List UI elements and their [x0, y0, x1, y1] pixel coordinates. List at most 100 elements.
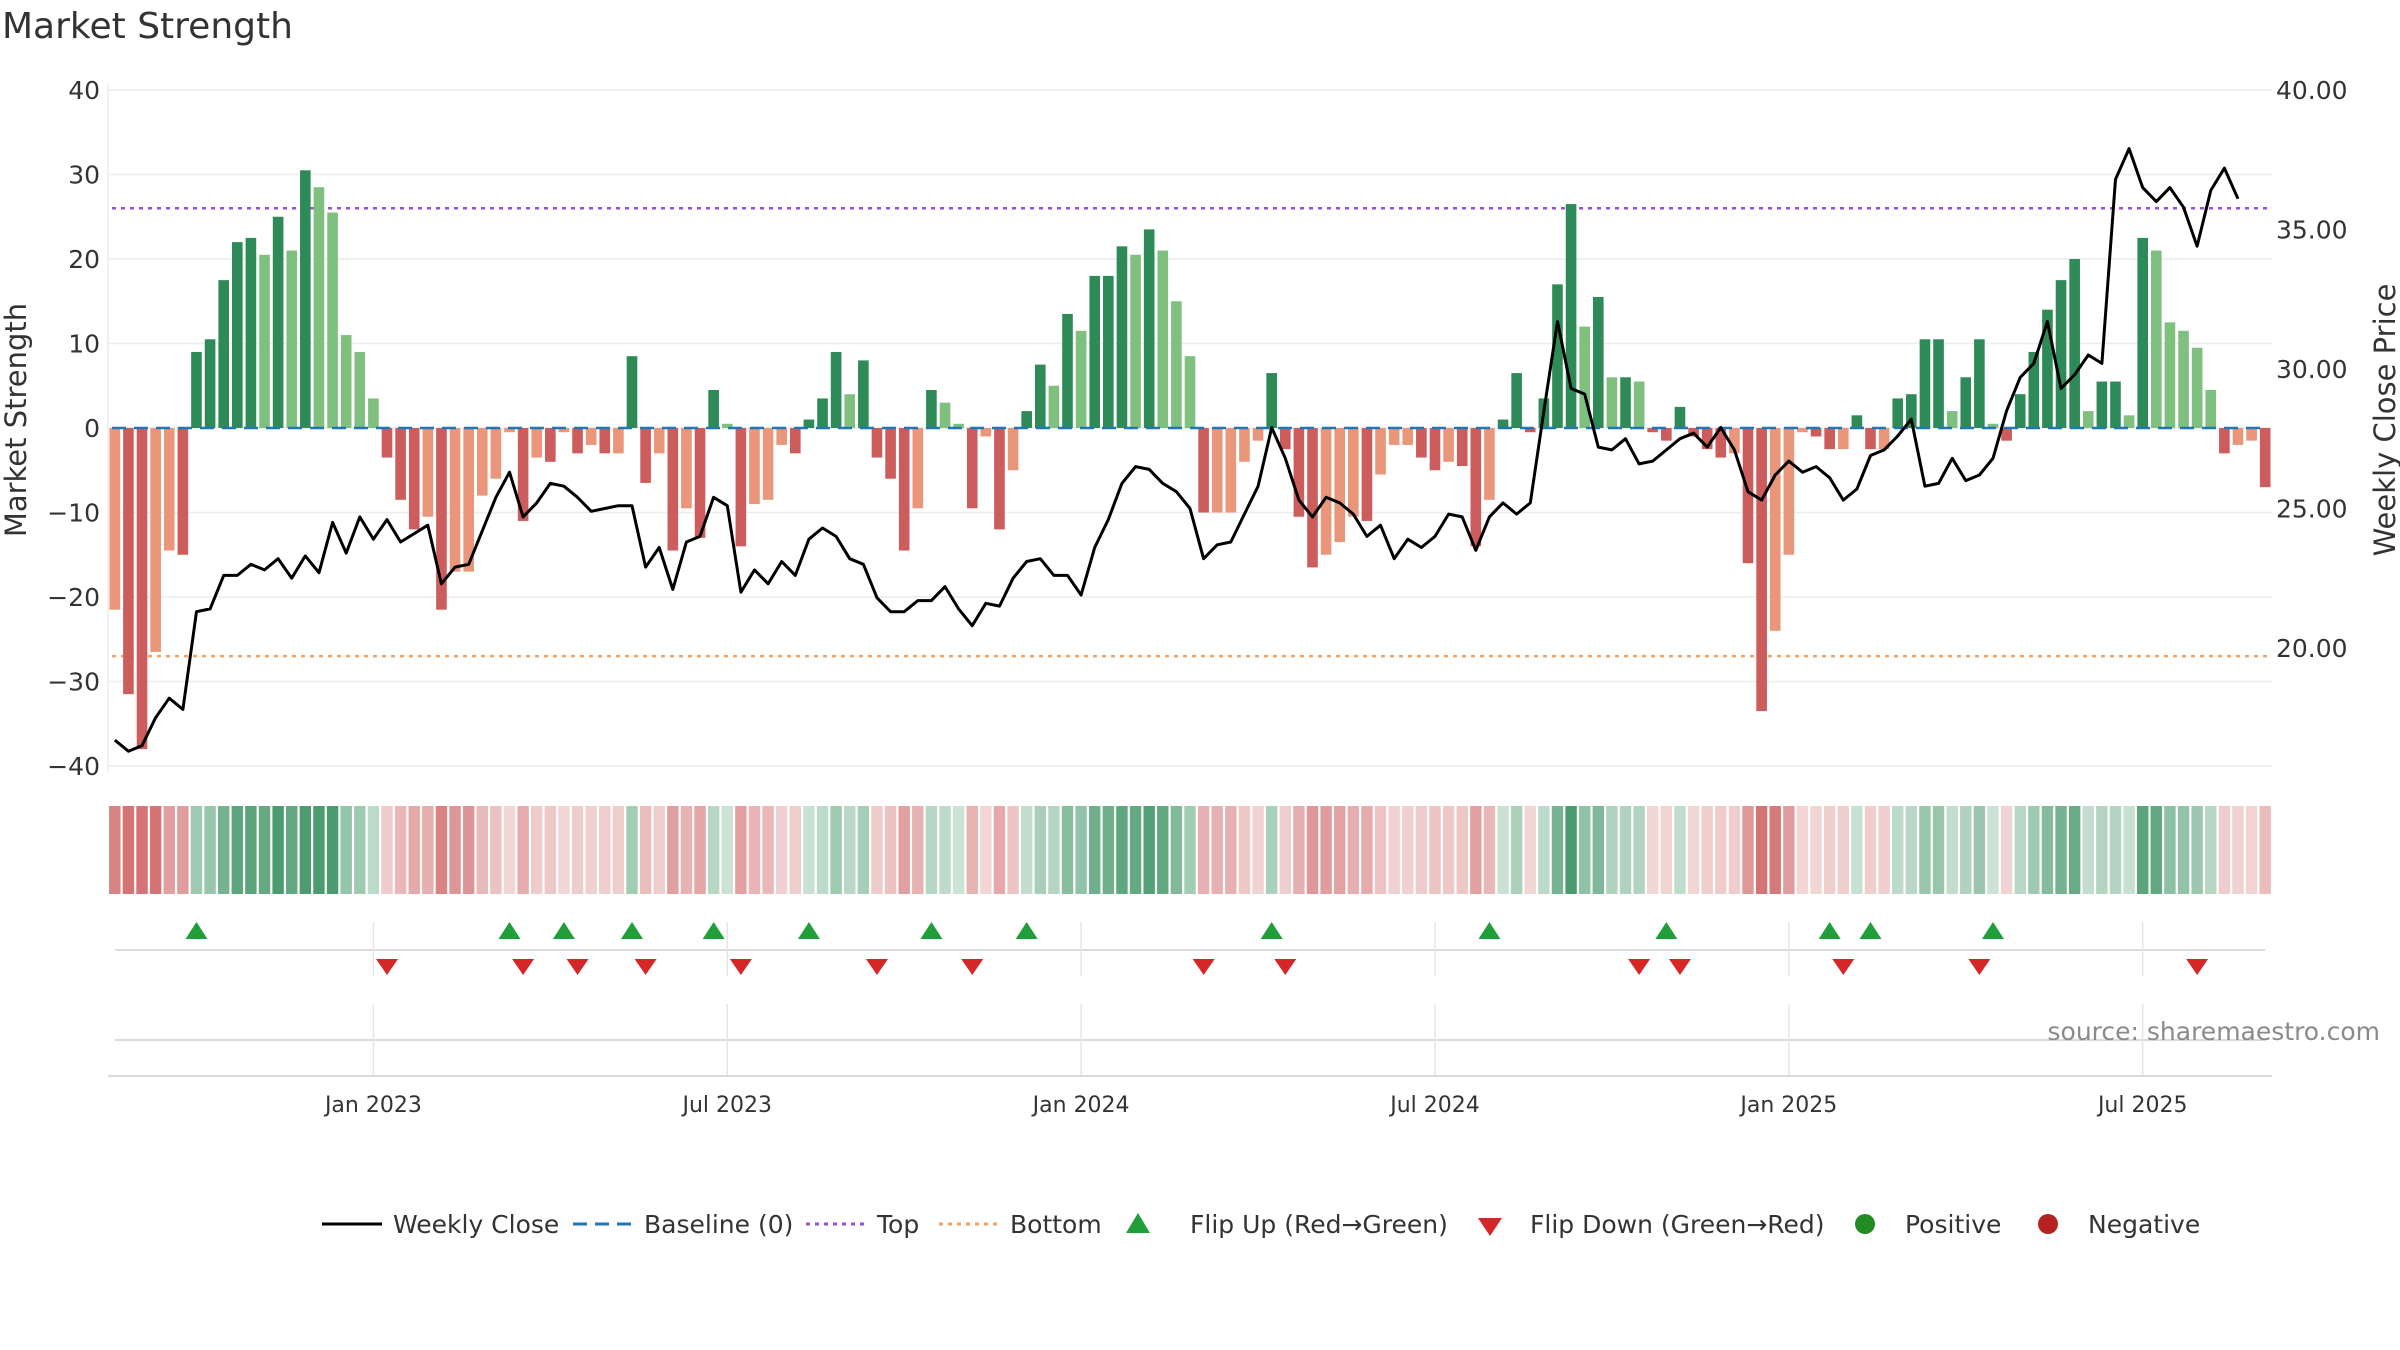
- heat-cell: [1020, 806, 1033, 894]
- strength-bar: [327, 212, 338, 428]
- x-tick-label: Jan 2024: [1031, 1093, 1130, 1118]
- heat-cell: [2123, 806, 2135, 894]
- heat-cell: [1524, 806, 1536, 894]
- strength-bar: [2069, 259, 2080, 428]
- heat-cell: [1170, 806, 1183, 894]
- heat-cell: [816, 806, 829, 894]
- strength-bar: [1878, 428, 1890, 450]
- heat-cell: [1320, 806, 1332, 894]
- heat-cell: [1197, 806, 1210, 894]
- heat-cell: [1633, 806, 1645, 894]
- strength-bar: [2042, 309, 2053, 428]
- strength-bar: [1960, 377, 1972, 428]
- heat-cell: [1837, 806, 1849, 894]
- strength-bar: [1279, 428, 1291, 450]
- strength-bar: [1143, 229, 1155, 428]
- legend-flip-up-icon: [1126, 1213, 1150, 1233]
- strength-bar: [980, 428, 992, 437]
- heat-cell: [2028, 806, 2040, 894]
- heat-cell: [258, 806, 271, 894]
- heat-cell: [1538, 806, 1550, 894]
- legend-negative: Negative: [2088, 1210, 2200, 1239]
- flip-down-marker: [634, 959, 657, 975]
- heat-cell: [1252, 806, 1264, 894]
- flip-down-marker: [1668, 959, 1691, 975]
- legend-baseline: Baseline (0): [644, 1210, 793, 1239]
- chart-title: Market Strength: [2, 6, 293, 47]
- heat-cell: [775, 806, 788, 894]
- strength-bar: [1524, 428, 1536, 433]
- heat-cell: [1415, 806, 1428, 894]
- heat-cell: [1402, 806, 1414, 894]
- x-tick-label: Jul 2024: [1388, 1093, 1480, 1118]
- heat-cell: [340, 806, 352, 894]
- strength-bar: [653, 428, 665, 454]
- flip-down-marker: [1628, 959, 1651, 975]
- strength-bar: [245, 237, 257, 428]
- flip-down-marker: [566, 959, 589, 975]
- strength-bar: [191, 351, 202, 428]
- strength-bar: [2164, 322, 2176, 428]
- heat-cell: [2232, 806, 2244, 894]
- strength-bar: [2151, 250, 2162, 428]
- strength-bar: [1320, 428, 1332, 555]
- heat-cell: [1810, 806, 1822, 894]
- heat-cell: [503, 806, 516, 894]
- heat-cell: [1361, 806, 1373, 894]
- left-tick-label: −10: [47, 499, 100, 528]
- left-tick-label: 10: [68, 330, 100, 359]
- strength-bar: [817, 398, 828, 428]
- strength-bar: [1225, 428, 1237, 513]
- strength-bar: [1198, 428, 1209, 513]
- strength-bar: [231, 242, 243, 428]
- strength-bar: [286, 250, 298, 428]
- heat-cell: [354, 806, 366, 894]
- legend-flip-down-icon: [1478, 1218, 1502, 1236]
- heat-cell: [721, 806, 733, 894]
- left-tick-label: 0: [84, 414, 100, 443]
- heat-cell: [1184, 806, 1196, 894]
- heat-cell: [1238, 806, 1251, 894]
- strength-bar: [2014, 394, 2026, 428]
- strength-bar: [1906, 394, 1917, 428]
- x-tick-label: Jan 2023: [323, 1093, 422, 1118]
- heat-cell: [531, 806, 543, 894]
- heat-cell: [149, 806, 162, 894]
- heat-cell: [1007, 806, 1019, 894]
- heat-cell: [735, 806, 747, 894]
- strength-bar: [381, 428, 393, 458]
- heat-cell: [1034, 806, 1047, 894]
- heat-cell: [1796, 806, 1809, 894]
- flip-up-marker: [552, 922, 575, 939]
- right-tick-label: 35.00: [2276, 215, 2348, 244]
- heat-cell: [1715, 806, 1727, 894]
- strength-bar: [1729, 428, 1740, 454]
- heat-cell: [177, 806, 189, 894]
- strength-bar: [1865, 428, 1876, 450]
- heat-cell: [462, 806, 475, 894]
- flip-up-marker: [1859, 922, 1882, 939]
- strength-bar: [953, 423, 964, 428]
- heat-cell: [1687, 806, 1700, 894]
- flip-up-marker: [1981, 922, 2004, 939]
- heat-cell: [571, 806, 584, 894]
- heat-cell: [898, 806, 910, 894]
- strength-bar: [1484, 428, 1495, 500]
- strength-bar: [1103, 275, 1114, 428]
- strength-bar: [1810, 428, 1822, 437]
- heat-cell: [2150, 806, 2163, 894]
- strength-bar: [749, 428, 760, 505]
- heat-cell: [109, 806, 121, 894]
- strength-bar: [844, 394, 856, 428]
- strength-bar: [1620, 377, 1631, 428]
- flip-up-marker: [702, 922, 725, 939]
- strength-bar: [939, 402, 951, 428]
- heat-cell: [1878, 806, 1890, 894]
- heat-cell: [1960, 806, 1972, 894]
- strength-bar: [1552, 284, 1563, 428]
- strength-bar: [123, 428, 134, 695]
- strength-bar: [408, 428, 420, 530]
- heat-cell: [2055, 806, 2067, 894]
- strength-bar: [476, 428, 488, 496]
- flip-up-marker: [185, 922, 208, 939]
